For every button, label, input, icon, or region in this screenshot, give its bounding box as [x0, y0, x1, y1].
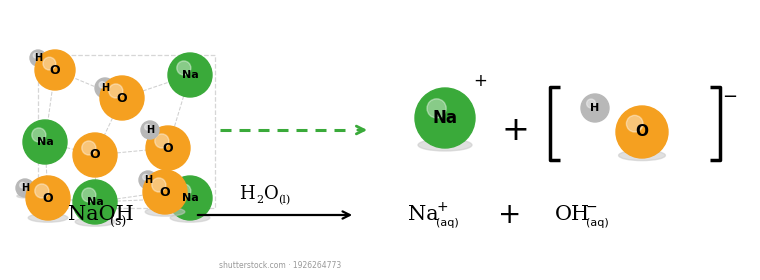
- Circle shape: [152, 178, 166, 192]
- Ellipse shape: [418, 139, 472, 151]
- Circle shape: [43, 57, 55, 70]
- Circle shape: [33, 53, 38, 58]
- Text: O: O: [635, 125, 648, 139]
- Text: Na: Na: [87, 197, 103, 207]
- Text: H: H: [239, 185, 255, 203]
- Text: −: −: [722, 88, 737, 106]
- Circle shape: [143, 174, 148, 180]
- Circle shape: [20, 182, 25, 188]
- Ellipse shape: [145, 207, 185, 216]
- Text: 2: 2: [256, 195, 263, 205]
- Text: Na: Na: [432, 109, 458, 127]
- Text: +: +: [501, 113, 529, 146]
- Circle shape: [23, 120, 67, 164]
- Circle shape: [168, 53, 212, 97]
- Text: +: +: [473, 72, 487, 90]
- Circle shape: [616, 106, 668, 158]
- Circle shape: [626, 115, 643, 132]
- Text: O: O: [160, 186, 170, 199]
- Text: Na: Na: [182, 193, 198, 203]
- Circle shape: [168, 176, 212, 220]
- Text: Na: Na: [182, 70, 198, 80]
- Circle shape: [82, 141, 96, 155]
- Text: NaOH: NaOH: [68, 206, 134, 225]
- Circle shape: [35, 184, 49, 198]
- Circle shape: [427, 99, 446, 118]
- Circle shape: [35, 50, 75, 90]
- Text: H: H: [144, 175, 152, 185]
- Text: H: H: [21, 183, 29, 193]
- Circle shape: [581, 94, 609, 122]
- Circle shape: [82, 188, 96, 202]
- Ellipse shape: [619, 150, 666, 161]
- Circle shape: [139, 171, 157, 189]
- Text: +: +: [436, 200, 448, 214]
- Text: Na: Na: [408, 206, 439, 225]
- Circle shape: [32, 128, 46, 142]
- Text: Na: Na: [36, 137, 53, 147]
- Text: O: O: [264, 185, 279, 203]
- Ellipse shape: [75, 217, 115, 226]
- Text: O: O: [49, 64, 60, 76]
- Ellipse shape: [17, 194, 33, 198]
- Circle shape: [100, 76, 144, 120]
- Circle shape: [177, 61, 191, 75]
- Circle shape: [109, 84, 123, 98]
- Circle shape: [16, 179, 34, 197]
- Text: (aq): (aq): [436, 218, 459, 228]
- Text: H: H: [591, 103, 600, 113]
- Text: H: H: [146, 125, 154, 135]
- Text: (s): (s): [110, 216, 126, 228]
- Text: +: +: [499, 201, 521, 229]
- Text: (aq): (aq): [586, 218, 609, 228]
- Circle shape: [155, 134, 169, 148]
- Circle shape: [26, 176, 70, 220]
- Text: (l): (l): [278, 195, 290, 205]
- Text: O: O: [163, 141, 173, 155]
- Text: O: O: [117, 92, 128, 104]
- Text: H: H: [34, 53, 42, 63]
- Ellipse shape: [170, 213, 210, 222]
- Circle shape: [143, 170, 187, 214]
- Circle shape: [587, 99, 596, 108]
- Circle shape: [144, 124, 150, 130]
- Text: O: O: [43, 192, 53, 204]
- Circle shape: [141, 121, 159, 139]
- Text: OH: OH: [555, 206, 590, 225]
- Circle shape: [73, 133, 117, 177]
- Circle shape: [415, 88, 475, 148]
- Circle shape: [177, 184, 191, 198]
- Circle shape: [30, 50, 46, 66]
- Circle shape: [95, 78, 115, 98]
- Circle shape: [99, 81, 106, 88]
- Circle shape: [146, 126, 190, 170]
- Text: O: O: [90, 148, 100, 162]
- Ellipse shape: [28, 213, 68, 222]
- Circle shape: [73, 180, 117, 224]
- Text: shutterstock.com · 1926264773: shutterstock.com · 1926264773: [219, 261, 341, 270]
- Text: H: H: [101, 83, 109, 93]
- Text: −: −: [586, 200, 597, 214]
